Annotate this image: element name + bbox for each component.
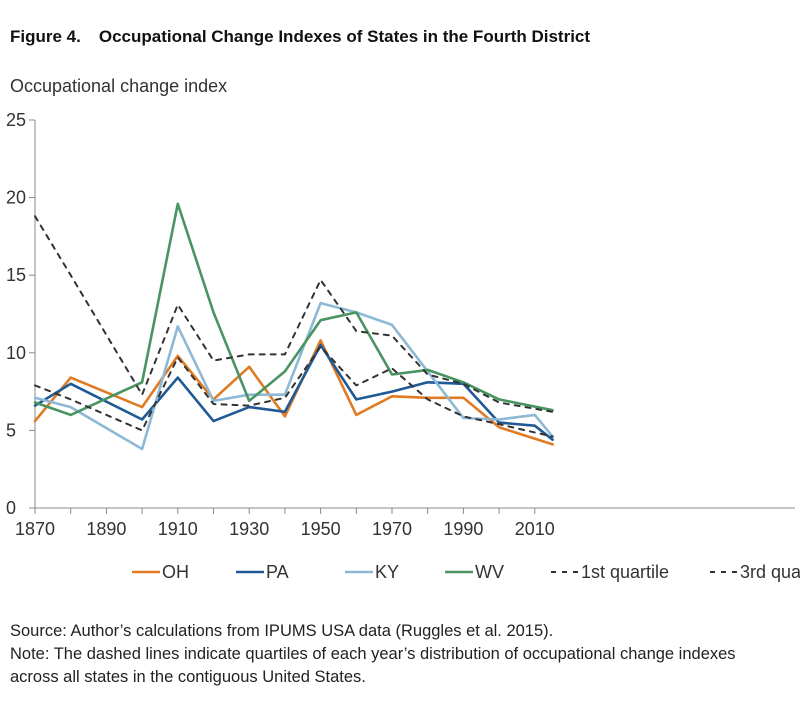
axes: 0 5 10 15 20 25 1870 1890 1910 1930 1950 1970 1990 20… — [6, 110, 795, 539]
y-tick-label: 5 — [6, 420, 16, 440]
figure-title-text: Occupational Change Indexes of States in… — [98, 27, 591, 46]
source-note: Source: Author’s calculations from IPUMS… — [10, 622, 554, 640]
series-line-wv — [33, 202, 554, 417]
y-tick-label: 0 — [6, 498, 16, 518]
series-line-ky — [33, 301, 554, 451]
figure-number: Figure 4. — [10, 27, 81, 46]
series-lines — [33, 202, 554, 451]
x-tick-label: 1930 — [229, 519, 269, 539]
x-tick-label: 1950 — [301, 519, 341, 539]
y-tick-label: 10 — [6, 343, 26, 363]
series-line-1st-quartile — [34, 345, 554, 438]
legend-label: 1st quartile — [581, 562, 669, 582]
y-tick-label: 15 — [6, 265, 26, 285]
x-tick-label: 1870 — [15, 519, 55, 539]
explanatory-note: Note: The dashed lines indicate quartile… — [10, 645, 736, 686]
legend: OH PA KY WV 1st quartile 3rd quartile — [132, 562, 800, 582]
y-tick-label: 25 — [6, 110, 26, 130]
figure-title: Figure 4. Occupational Change Indexes of … — [10, 27, 590, 47]
series-line-3rd-quartile — [34, 215, 554, 413]
y-axis-title: Occupational change index — [10, 76, 228, 96]
x-tick-label: 1990 — [443, 519, 483, 539]
legend-label: OH — [162, 562, 189, 582]
legend-label: 3rd quartile — [740, 562, 800, 582]
line-chart: 0 5 10 15 20 25 1870 1890 1910 1930 1950 1970 1990 20… — [6, 110, 800, 582]
legend-label: PA — [266, 562, 289, 582]
legend-label: WV — [475, 562, 504, 582]
y-tick-label: 20 — [6, 188, 26, 208]
legend-label: KY — [375, 562, 399, 582]
x-tick-label: 1890 — [86, 519, 126, 539]
x-tick-label: 1970 — [372, 519, 412, 539]
x-tick-label: 1910 — [158, 519, 198, 539]
x-tick-label: 2010 — [515, 519, 555, 539]
